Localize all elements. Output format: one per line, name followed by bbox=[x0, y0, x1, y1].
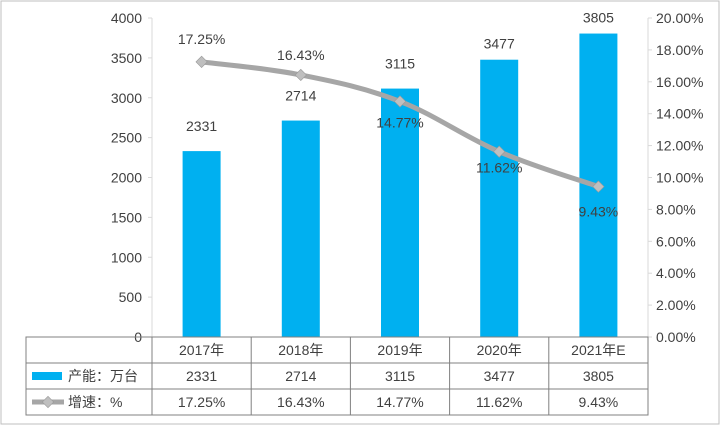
category-label: 2017年 bbox=[179, 342, 224, 358]
table-capacity-value: 3477 bbox=[484, 368, 515, 384]
bar-value-label: 3477 bbox=[484, 36, 515, 52]
table-growth-value: 14.77% bbox=[376, 394, 423, 410]
y-right-tick-label: 20.00% bbox=[656, 10, 703, 26]
y-right-tick-label: 6.00% bbox=[656, 233, 696, 249]
table-growth-value: 16.43% bbox=[277, 394, 324, 410]
line-value-label: 14.77% bbox=[376, 114, 423, 130]
y-right-tick-label: 10.00% bbox=[656, 170, 703, 186]
legend-bar-label: 产能：万台 bbox=[68, 368, 138, 384]
y-right-tick-label: 4.00% bbox=[656, 265, 696, 281]
table-growth-value: 11.62% bbox=[476, 394, 522, 410]
bar-value-label: 3115 bbox=[385, 56, 415, 72]
bar-2018年 bbox=[281, 120, 320, 337]
y-left-tick-label: 1000 bbox=[111, 249, 142, 265]
table-growth-value: 9.43% bbox=[579, 394, 619, 410]
y-left-tick-label: 2000 bbox=[111, 170, 142, 186]
y-right-tick-label: 0.00% bbox=[656, 329, 696, 345]
table-growth-value: 17.25% bbox=[178, 394, 225, 410]
y-left-tick-label: 500 bbox=[119, 289, 143, 305]
category-label: 2019年 bbox=[377, 342, 422, 358]
growth-marker-2019年 bbox=[393, 95, 407, 108]
y-left-tick-label: 2500 bbox=[111, 130, 142, 146]
y-right-tick-label: 14.00% bbox=[656, 106, 703, 122]
table-capacity-value: 3805 bbox=[583, 368, 614, 384]
bar-value-label: 2331 bbox=[186, 118, 217, 134]
legend-line-marker bbox=[41, 395, 55, 409]
bar-2020年 bbox=[480, 59, 519, 337]
growth-marker-2021年E bbox=[592, 180, 605, 193]
bar-2017年 bbox=[182, 151, 221, 337]
category-label: 2020年 bbox=[477, 342, 522, 358]
table-capacity-value: 3115 bbox=[385, 368, 415, 384]
line-value-label: 11.62% bbox=[476, 160, 522, 176]
growth-marker-2020年 bbox=[493, 145, 506, 158]
y-right-tick-label: 8.00% bbox=[656, 201, 696, 217]
table-capacity-value: 2331 bbox=[186, 368, 217, 384]
y-left-tick-label: 1500 bbox=[111, 209, 142, 225]
growth-marker-2017年 bbox=[195, 55, 208, 68]
line-value-label: 17.25% bbox=[178, 31, 225, 47]
growth-marker-2018年 bbox=[294, 68, 307, 82]
legend-bar-swatch bbox=[32, 372, 62, 380]
y-right-tick-label: 12.00% bbox=[656, 138, 703, 154]
bar-value-label: 3805 bbox=[583, 10, 614, 26]
category-label: 2018年 bbox=[278, 342, 323, 358]
category-label: 2021年E bbox=[571, 342, 625, 358]
table-capacity-value: 2714 bbox=[285, 368, 316, 384]
legend-line-label: 增速：% bbox=[68, 394, 122, 410]
bar-value-label: 2714 bbox=[285, 88, 316, 104]
bar-2019年 bbox=[381, 88, 419, 337]
y-left-tick-label: 3500 bbox=[111, 50, 142, 66]
line-value-label: 9.43% bbox=[579, 204, 619, 220]
y-left-tick-label: 3000 bbox=[111, 90, 142, 106]
y-right-tick-label: 16.00% bbox=[656, 74, 703, 90]
y-right-tick-label: 2.00% bbox=[656, 297, 696, 313]
y-left-tick-label: 4000 bbox=[111, 10, 142, 26]
y-right-tick-label: 18.00% bbox=[656, 42, 703, 58]
line-value-label: 16.43% bbox=[277, 47, 324, 63]
